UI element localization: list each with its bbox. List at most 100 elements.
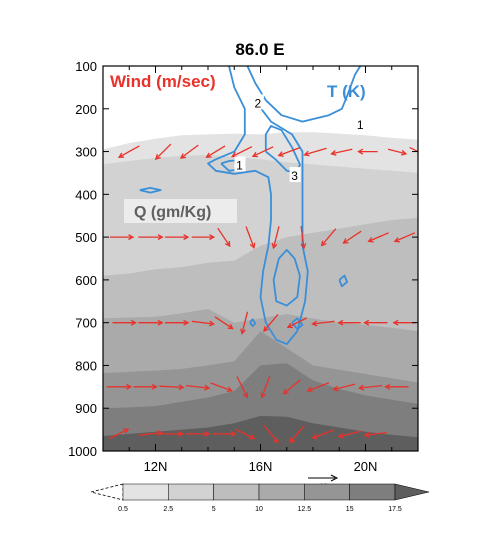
contour-label: 1 bbox=[236, 158, 243, 172]
wind-vector bbox=[241, 311, 249, 334]
wind-vector-head bbox=[209, 234, 216, 241]
wind-vector-head bbox=[320, 240, 327, 247]
contour-label-box bbox=[252, 94, 264, 110]
colorbar-swatch bbox=[349, 483, 396, 501]
wind-vector-head bbox=[300, 243, 307, 250]
colorbar-label: 5 bbox=[212, 506, 216, 513]
wind-vector bbox=[236, 376, 248, 398]
wind-vector-head bbox=[156, 430, 164, 437]
wind-vector-head bbox=[130, 319, 137, 326]
wind-vector-head bbox=[123, 428, 130, 434]
colorbar: 0.5 2.5 5 10 12.5 15 17.5 bbox=[90, 483, 430, 513]
y-tick-label: 100 bbox=[75, 59, 97, 74]
wind-vector-head bbox=[286, 322, 293, 329]
wind-vector-head bbox=[157, 319, 164, 326]
wind-vector-head bbox=[393, 237, 400, 243]
colorbar-label: 17.5 bbox=[388, 506, 402, 513]
colorbar-label: 2.5 bbox=[163, 506, 173, 513]
contour-label-box bbox=[289, 167, 301, 183]
wind-vector-head bbox=[306, 386, 313, 393]
wind-vector-head bbox=[367, 237, 374, 243]
contour-label: 2 bbox=[255, 96, 262, 110]
colorbar-label: 12.5 bbox=[297, 506, 311, 513]
humidity-label: Q (gm/Kg) bbox=[134, 204, 211, 221]
wind-vector bbox=[214, 316, 233, 330]
wind-vector-head bbox=[205, 152, 212, 158]
wind-vector-head bbox=[249, 242, 256, 249]
wind-vector-head bbox=[311, 433, 318, 440]
temperature-contour bbox=[264, 125, 301, 174]
wind-vector bbox=[287, 317, 307, 328]
colorbar-min-triangle bbox=[90, 483, 124, 501]
x-axis: 12N 16N 20N bbox=[128, 66, 393, 474]
wind-vector-head bbox=[392, 319, 399, 326]
wind-vector-head bbox=[183, 319, 190, 326]
y-axis: 100 200 300 400 500 600 700 800 900 1000 bbox=[68, 59, 418, 459]
y-tick-label: 500 bbox=[75, 230, 97, 245]
wind-vector bbox=[232, 146, 253, 158]
contour-label-box bbox=[234, 156, 246, 172]
temperature-contour bbox=[272, 248, 301, 307]
temperature-contour bbox=[249, 318, 257, 328]
y-tick-label: 1000 bbox=[68, 444, 97, 459]
colorbar-label: 15 bbox=[346, 506, 354, 513]
wind-vector-head bbox=[421, 152, 426, 156]
wind-vector bbox=[394, 232, 416, 242]
plot-area bbox=[103, 66, 426, 451]
q-label-box bbox=[124, 199, 237, 223]
y-tick-label: 600 bbox=[75, 273, 97, 288]
wind-vector-head bbox=[227, 323, 234, 330]
wind-vector-head bbox=[330, 150, 337, 156]
contour-label: 3 bbox=[291, 169, 298, 183]
wind-vector bbox=[118, 145, 140, 158]
wind-vector bbox=[272, 226, 280, 249]
wind-vector-head bbox=[357, 384, 365, 391]
wind-vector-head bbox=[204, 384, 211, 391]
wind-vector-head bbox=[363, 431, 370, 438]
wind-vector bbox=[312, 429, 335, 439]
wind-vector-head bbox=[263, 326, 269, 333]
wind-vector bbox=[278, 146, 301, 157]
y-tick-label: 200 bbox=[75, 102, 97, 117]
wind-vector bbox=[263, 425, 279, 443]
contour-label: 1 bbox=[357, 118, 364, 132]
wind-vector-head bbox=[260, 392, 267, 399]
temperature-contour bbox=[207, 66, 309, 346]
y-tick-label: 300 bbox=[75, 145, 97, 160]
wind-vector-head bbox=[224, 240, 231, 248]
temperature-contour bbox=[291, 317, 304, 331]
wind-vector-head bbox=[157, 234, 164, 241]
y-tick-label: 700 bbox=[75, 316, 97, 331]
wind-vector-head bbox=[273, 437, 279, 444]
wind-vector bbox=[333, 383, 356, 391]
wind-vector-head bbox=[337, 319, 344, 326]
wind-vector-head bbox=[151, 383, 158, 390]
y-tick-label: 800 bbox=[75, 358, 97, 373]
chart-title: 86.0 E bbox=[235, 40, 284, 59]
wind-vector-head bbox=[289, 437, 296, 444]
wind-vector bbox=[245, 226, 255, 248]
wind-vector bbox=[307, 382, 330, 392]
wind-vector-head bbox=[282, 388, 289, 395]
temperature-contour bbox=[246, 66, 362, 123]
wind-vector-head bbox=[357, 148, 364, 155]
wind-vector-head bbox=[178, 430, 185, 437]
wind-vector bbox=[289, 425, 305, 443]
wind-vector-head bbox=[400, 149, 408, 156]
wind-vector bbox=[206, 145, 226, 158]
wind-vector-head bbox=[249, 434, 256, 440]
x-tick-label: 20N bbox=[354, 459, 378, 474]
wind-vector-head bbox=[204, 430, 211, 437]
colorbar-swatch bbox=[258, 483, 305, 501]
wind-vector bbox=[338, 430, 361, 438]
x-tick-label: 12N bbox=[144, 459, 168, 474]
y-tick-label: 400 bbox=[75, 187, 97, 202]
wind-vector bbox=[191, 320, 214, 325]
wind-vector bbox=[387, 148, 407, 155]
wind-vector bbox=[217, 227, 231, 247]
wind-vector bbox=[321, 228, 337, 246]
wind-vector bbox=[343, 230, 362, 244]
wind-vector-head bbox=[277, 151, 284, 157]
wind-vector bbox=[235, 428, 255, 440]
colorbar-label: 0.5 bbox=[118, 506, 128, 513]
